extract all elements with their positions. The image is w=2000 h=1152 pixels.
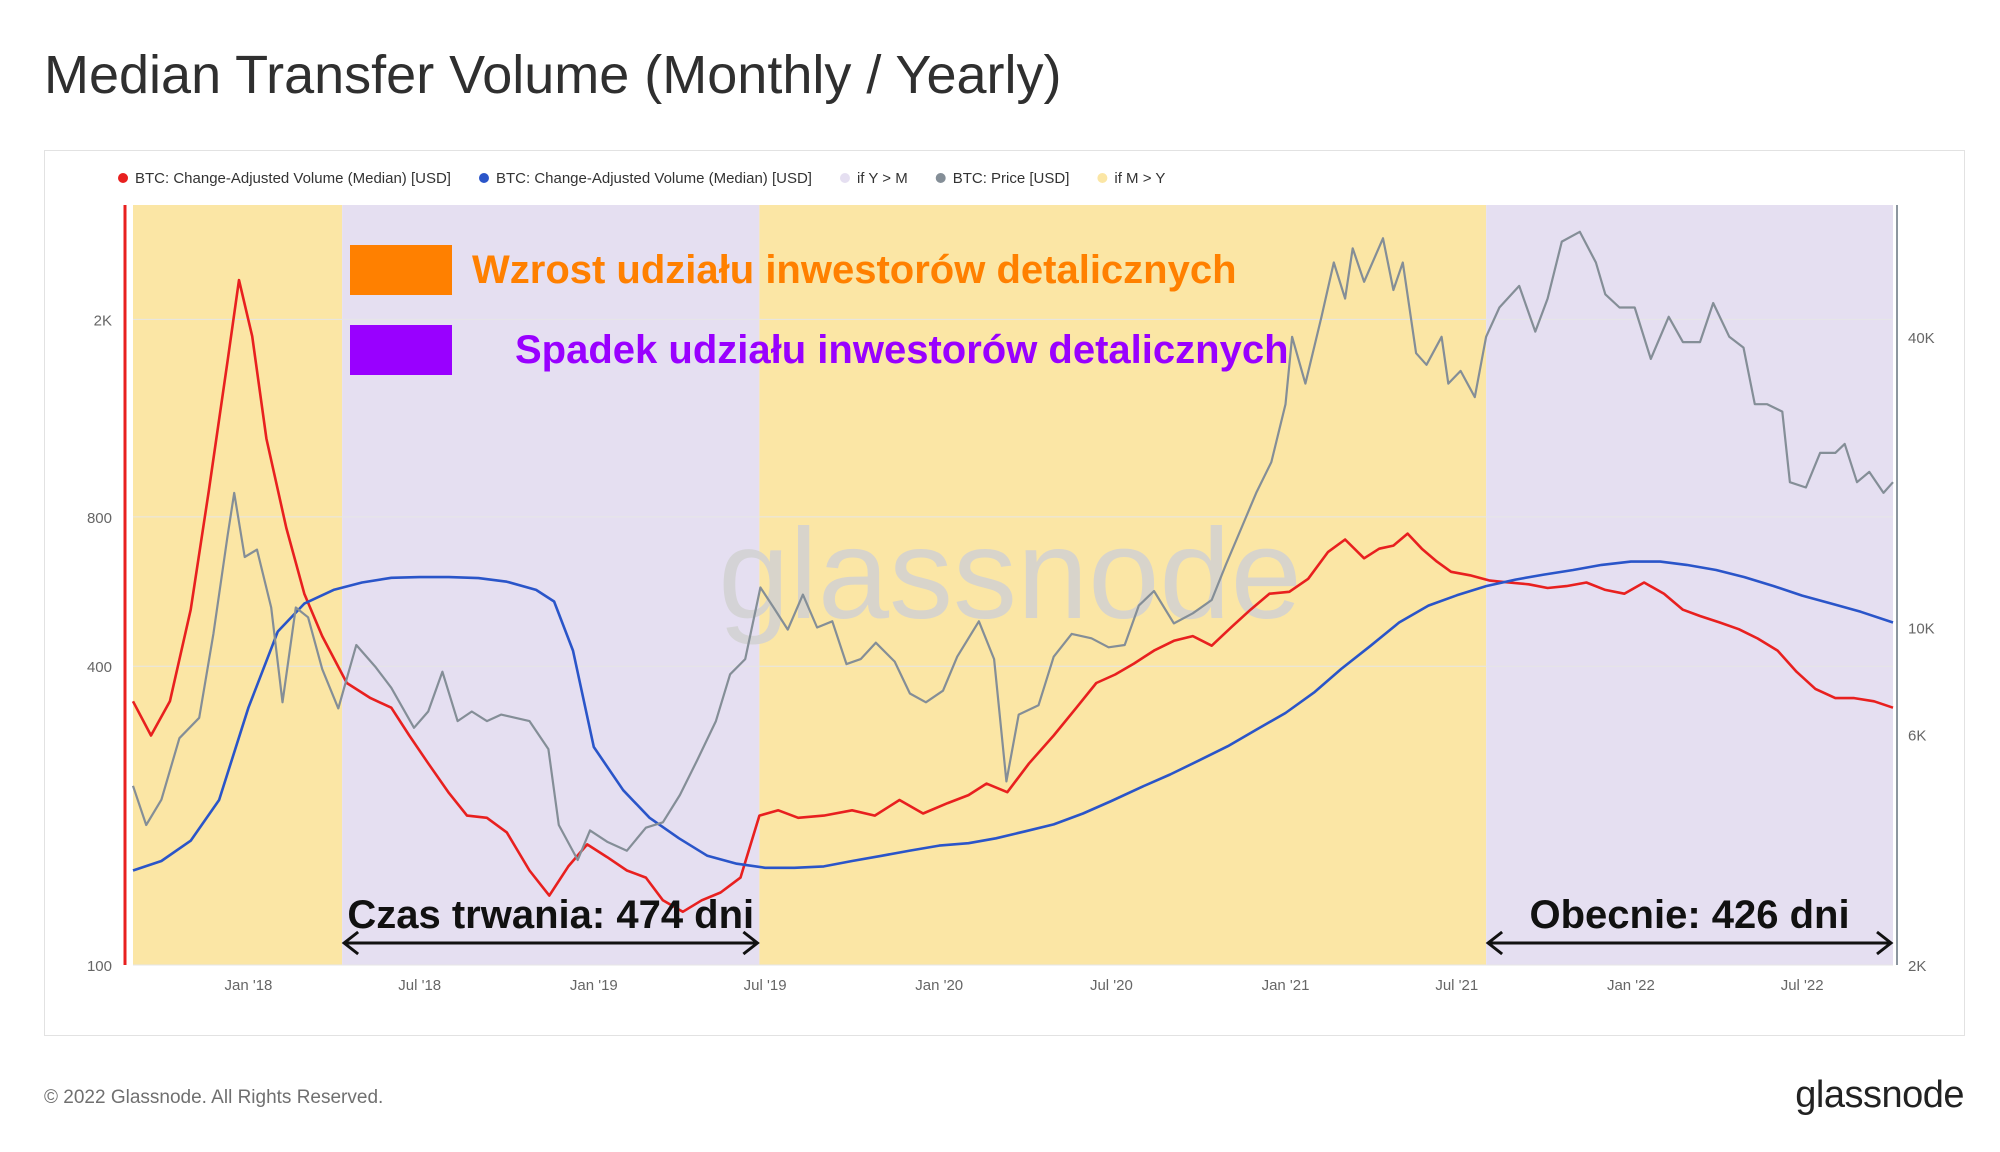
x-tick-label: Jul '18 bbox=[398, 977, 441, 994]
glassnode-logo: glassnode bbox=[1795, 1074, 1964, 1116]
series-price bbox=[131, 230, 1894, 862]
page-title: Median Transfer Volume (Monthly / Yearly… bbox=[44, 45, 1062, 105]
legend: BTC: Change-Adjusted Volume (Median) [US… bbox=[118, 170, 1165, 187]
legend-item-0[interactable]: BTC: Change-Adjusted Volume (Median) [US… bbox=[118, 170, 451, 187]
axes-layer: 100 400 800 2K 2K 6K 10K 40K Jan '18 Jul '18 Jan '… bbox=[87, 205, 1935, 994]
span-arrow-head-left bbox=[341, 930, 360, 956]
legend-marker bbox=[1097, 173, 1108, 183]
legend-marker bbox=[118, 173, 128, 183]
x-tick-label: Jan '22 bbox=[1607, 977, 1655, 994]
x-tick-label: Jul '19 bbox=[744, 977, 787, 994]
legend-marker bbox=[839, 173, 850, 183]
y-left-tick-label: 800 bbox=[87, 510, 112, 527]
span-arrow-head-right bbox=[1876, 930, 1894, 956]
annotation-layer: Wzrost udziału inwestorów detalicznych Sp… bbox=[341, 245, 1894, 956]
legend-label: if Y > M bbox=[857, 170, 908, 187]
annotation-swatch-up bbox=[350, 245, 452, 295]
grid-layer bbox=[133, 318, 1893, 966]
series-volume-yearly bbox=[132, 560, 1894, 872]
legend-item-4[interactable]: if M > Y bbox=[1097, 170, 1165, 187]
x-tick-label: Jan '19 bbox=[570, 977, 618, 994]
x-tick-label: Jan '21 bbox=[1262, 977, 1310, 994]
x-tick-label: Jul '20 bbox=[1090, 977, 1133, 994]
span-arrow-head-right bbox=[742, 930, 760, 956]
annotation-swatch-down bbox=[350, 325, 452, 375]
annotation-label-up: Wzrost udziału inwestorów detalicznych bbox=[472, 248, 1237, 292]
annotation-label-down: Spadek udziału inwestorów detalicznych bbox=[515, 328, 1289, 372]
y-right-tick-label: 6K bbox=[1908, 728, 1926, 745]
x-tick-label: Jan '20 bbox=[915, 977, 963, 994]
copyright-text: © 2022 Glassnode. All Rights Reserved. bbox=[44, 1087, 384, 1108]
series-volume-monthly bbox=[131, 278, 1894, 914]
y-left-tick-label: 100 bbox=[87, 958, 112, 975]
span-annotation-0: Czas trwania: 474 dni bbox=[341, 893, 760, 956]
region-layer bbox=[133, 205, 1893, 965]
legend-label: BTC: Price [USD] bbox=[953, 170, 1070, 187]
span-label: Czas trwania: 474 dni bbox=[347, 893, 754, 937]
legend-marker bbox=[935, 173, 946, 183]
legend-label: BTC: Change-Adjusted Volume (Median) [US… bbox=[496, 170, 812, 187]
y-right-tick-label: 10K bbox=[1908, 621, 1935, 638]
legend-item-3[interactable]: BTC: Price [USD] bbox=[935, 170, 1070, 187]
span-arrow-head-left bbox=[1485, 930, 1504, 956]
legend-marker bbox=[478, 173, 489, 183]
chart-frame bbox=[44, 150, 1965, 1036]
y-right-tick-label: 2K bbox=[1908, 958, 1926, 975]
series-layer bbox=[131, 230, 1894, 914]
region-m-gt-y-0 bbox=[133, 205, 343, 965]
x-tick-label: Jan '18 bbox=[224, 977, 272, 994]
region-y-gt-m-3 bbox=[1486, 205, 1893, 965]
legend-item-2[interactable]: if Y > M bbox=[839, 170, 908, 187]
legend-item-1[interactable]: BTC: Change-Adjusted Volume (Median) [US… bbox=[478, 170, 812, 187]
x-tick-label: Jul '21 bbox=[1435, 977, 1478, 994]
y-right-tick-label: 40K bbox=[1908, 330, 1935, 347]
legend-label: BTC: Change-Adjusted Volume (Median) [US… bbox=[135, 170, 451, 187]
y-left-tick-label: 400 bbox=[87, 659, 112, 676]
y-left-tick-label: 2K bbox=[94, 312, 112, 329]
legend-label: if M > Y bbox=[1114, 170, 1165, 187]
region-m-gt-y-2 bbox=[759, 205, 1487, 965]
x-tick-label: Jul '22 bbox=[1781, 977, 1824, 994]
span-annotation-1: Obecnie: 426 dni bbox=[1485, 893, 1894, 956]
span-label: Obecnie: 426 dni bbox=[1530, 893, 1850, 937]
